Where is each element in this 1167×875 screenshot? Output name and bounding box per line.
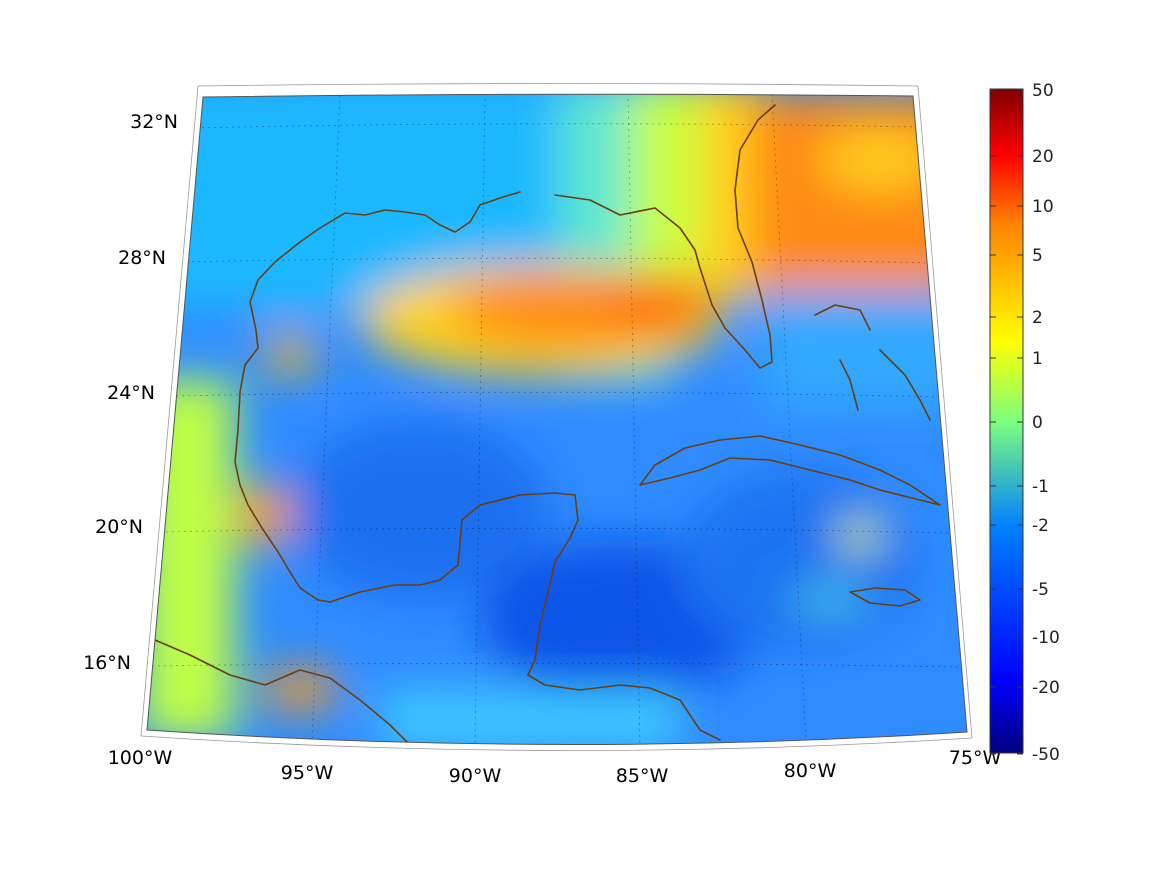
colorbar-tick-label: 2 [1032,308,1043,328]
colorbar-ticks [990,89,1023,755]
map-frame-outer [140,83,973,751]
colorbar-labels: 50 20 10 5 2 1 0 -1 -2 -5 -10 -20 -50 [1032,81,1060,765]
lon-tick-label: 85°W [616,765,669,787]
data-field [147,94,967,745]
lat-tick-label: 24°N [107,382,155,404]
colorbar-tick-label: 0 [1032,413,1043,433]
graticule [151,94,961,745]
colorbar: 50 20 10 5 2 1 0 -1 -2 -5 -10 -20 -50 [989,81,1060,765]
colorbar-tick-label: -1 [1032,477,1049,497]
lon-tick-label: 100°W [108,747,173,769]
colorbar-tick-label: 1 [1032,349,1043,369]
map-frame [146,93,968,746]
coastlines [154,104,941,745]
lat-axis: 32°N 28°N 24°N 20°N 16°N [83,111,178,674]
florida-coastline [554,104,776,369]
colorbar-tick-label: -5 [1032,580,1049,600]
cuba-coastline [639,435,941,506]
lat-tick-label: 20°N [95,516,143,538]
lon-tick-label: 95°W [281,762,334,784]
gulf-coastline [234,191,579,676]
lon-tick-label: 75°W [949,747,1002,769]
lon-axis: 100°W 95°W 90°W 85°W 80°W 75°W [108,747,1002,787]
colorbar-tick-label: -20 [1032,678,1060,698]
colorbar-tick-label: 5 [1032,246,1043,266]
bahamas-coastline [814,304,931,421]
lon-tick-label: 80°W [784,760,837,782]
colorbar-gradient [989,88,1024,754]
colorbar-tick-label: 20 [1032,147,1054,167]
colorbar-tick-label: 50 [1032,81,1054,101]
lat-tick-label: 28°N [118,247,166,269]
colorbar-tick-label: -10 [1032,628,1060,648]
lat-tick-label: 16°N [83,652,131,674]
pacific-coastline [154,639,411,745]
lat-tick-label: 32°N [130,111,178,133]
jamaica-coastline [849,587,921,607]
colorbar-tick-label: -2 [1032,516,1049,536]
central-america-coastline [527,674,721,741]
lon-tick-label: 90°W [449,765,502,787]
colorbar-tick-label: -50 [1032,745,1060,765]
colorbar-tick-label: 10 [1032,197,1054,217]
